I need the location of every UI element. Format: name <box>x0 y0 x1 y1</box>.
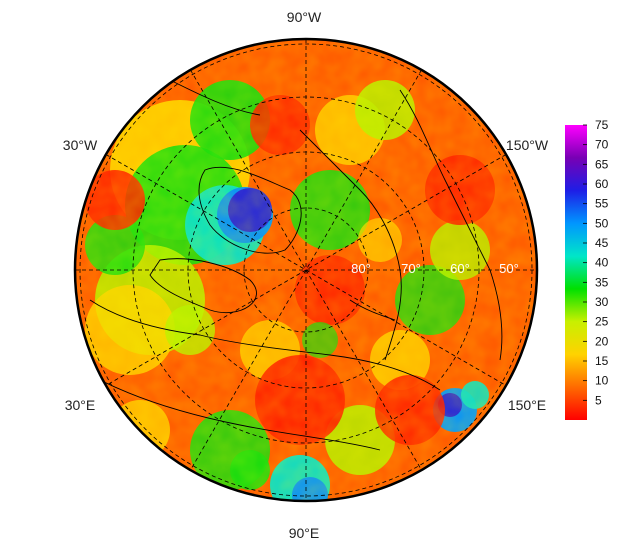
colorbar-gradient <box>565 125 587 420</box>
colorbar-tick-label: 5 <box>595 393 602 407</box>
colorbar-tick-label: 20 <box>595 334 609 348</box>
map-boundary <box>73 37 539 503</box>
colorbar-tick-label: 55 <box>595 197 609 211</box>
coastline-path <box>399 89 503 361</box>
colorbar-tick-label: 60 <box>595 177 609 191</box>
coastline-path <box>349 299 396 321</box>
coastlines <box>89 79 503 451</box>
coastline-path <box>99 379 381 451</box>
colorbar-tick-label: 45 <box>595 236 609 250</box>
colorbar-tick-label: 75 <box>595 118 609 132</box>
coastline-path <box>89 299 441 391</box>
colorbar-tick-label: 40 <box>595 256 609 270</box>
coastline-path <box>149 258 257 314</box>
lat-label-50: 50° <box>499 261 519 276</box>
lat-label-60: 60° <box>450 261 470 276</box>
graticule <box>75 39 537 501</box>
colorbar-tick-label: 65 <box>595 157 609 171</box>
colorbar-tick-label: 70 <box>595 138 609 152</box>
colorbar: 5 10 15 20 25 30 35 40 45 50 55 60 65 70 75 <box>565 118 609 420</box>
colorbar-tick-label: 10 <box>595 374 609 388</box>
coastline-path <box>299 129 402 361</box>
colorbar-tick-label: 30 <box>595 295 609 309</box>
lat-label-80: 80° <box>351 261 371 276</box>
coastline-path <box>198 166 302 254</box>
lon-label-150e: 150°E <box>508 397 546 413</box>
colorbar-tick-label: 15 <box>595 354 609 368</box>
colorbar-ticks: 5 10 15 20 25 30 35 40 45 50 55 60 65 70 75 <box>583 118 609 407</box>
coastline-path <box>169 79 261 116</box>
colorbar-tick-label: 25 <box>595 315 609 329</box>
colorbar-tick-label: 50 <box>595 216 609 230</box>
latitude-circle <box>243 207 369 333</box>
lon-label-150w: 150°W <box>506 137 549 153</box>
colorbar-tick-label: 35 <box>595 275 609 289</box>
lon-label-90w: 90°W <box>287 9 322 25</box>
lon-label-30w: 30°W <box>63 137 98 153</box>
field-layer <box>75 39 537 501</box>
meridian-line <box>105 154 507 386</box>
lon-label-30e: 30°E <box>65 397 96 413</box>
lon-label-90e: 90°E <box>289 525 320 541</box>
lat-label-70: 70° <box>401 261 421 276</box>
